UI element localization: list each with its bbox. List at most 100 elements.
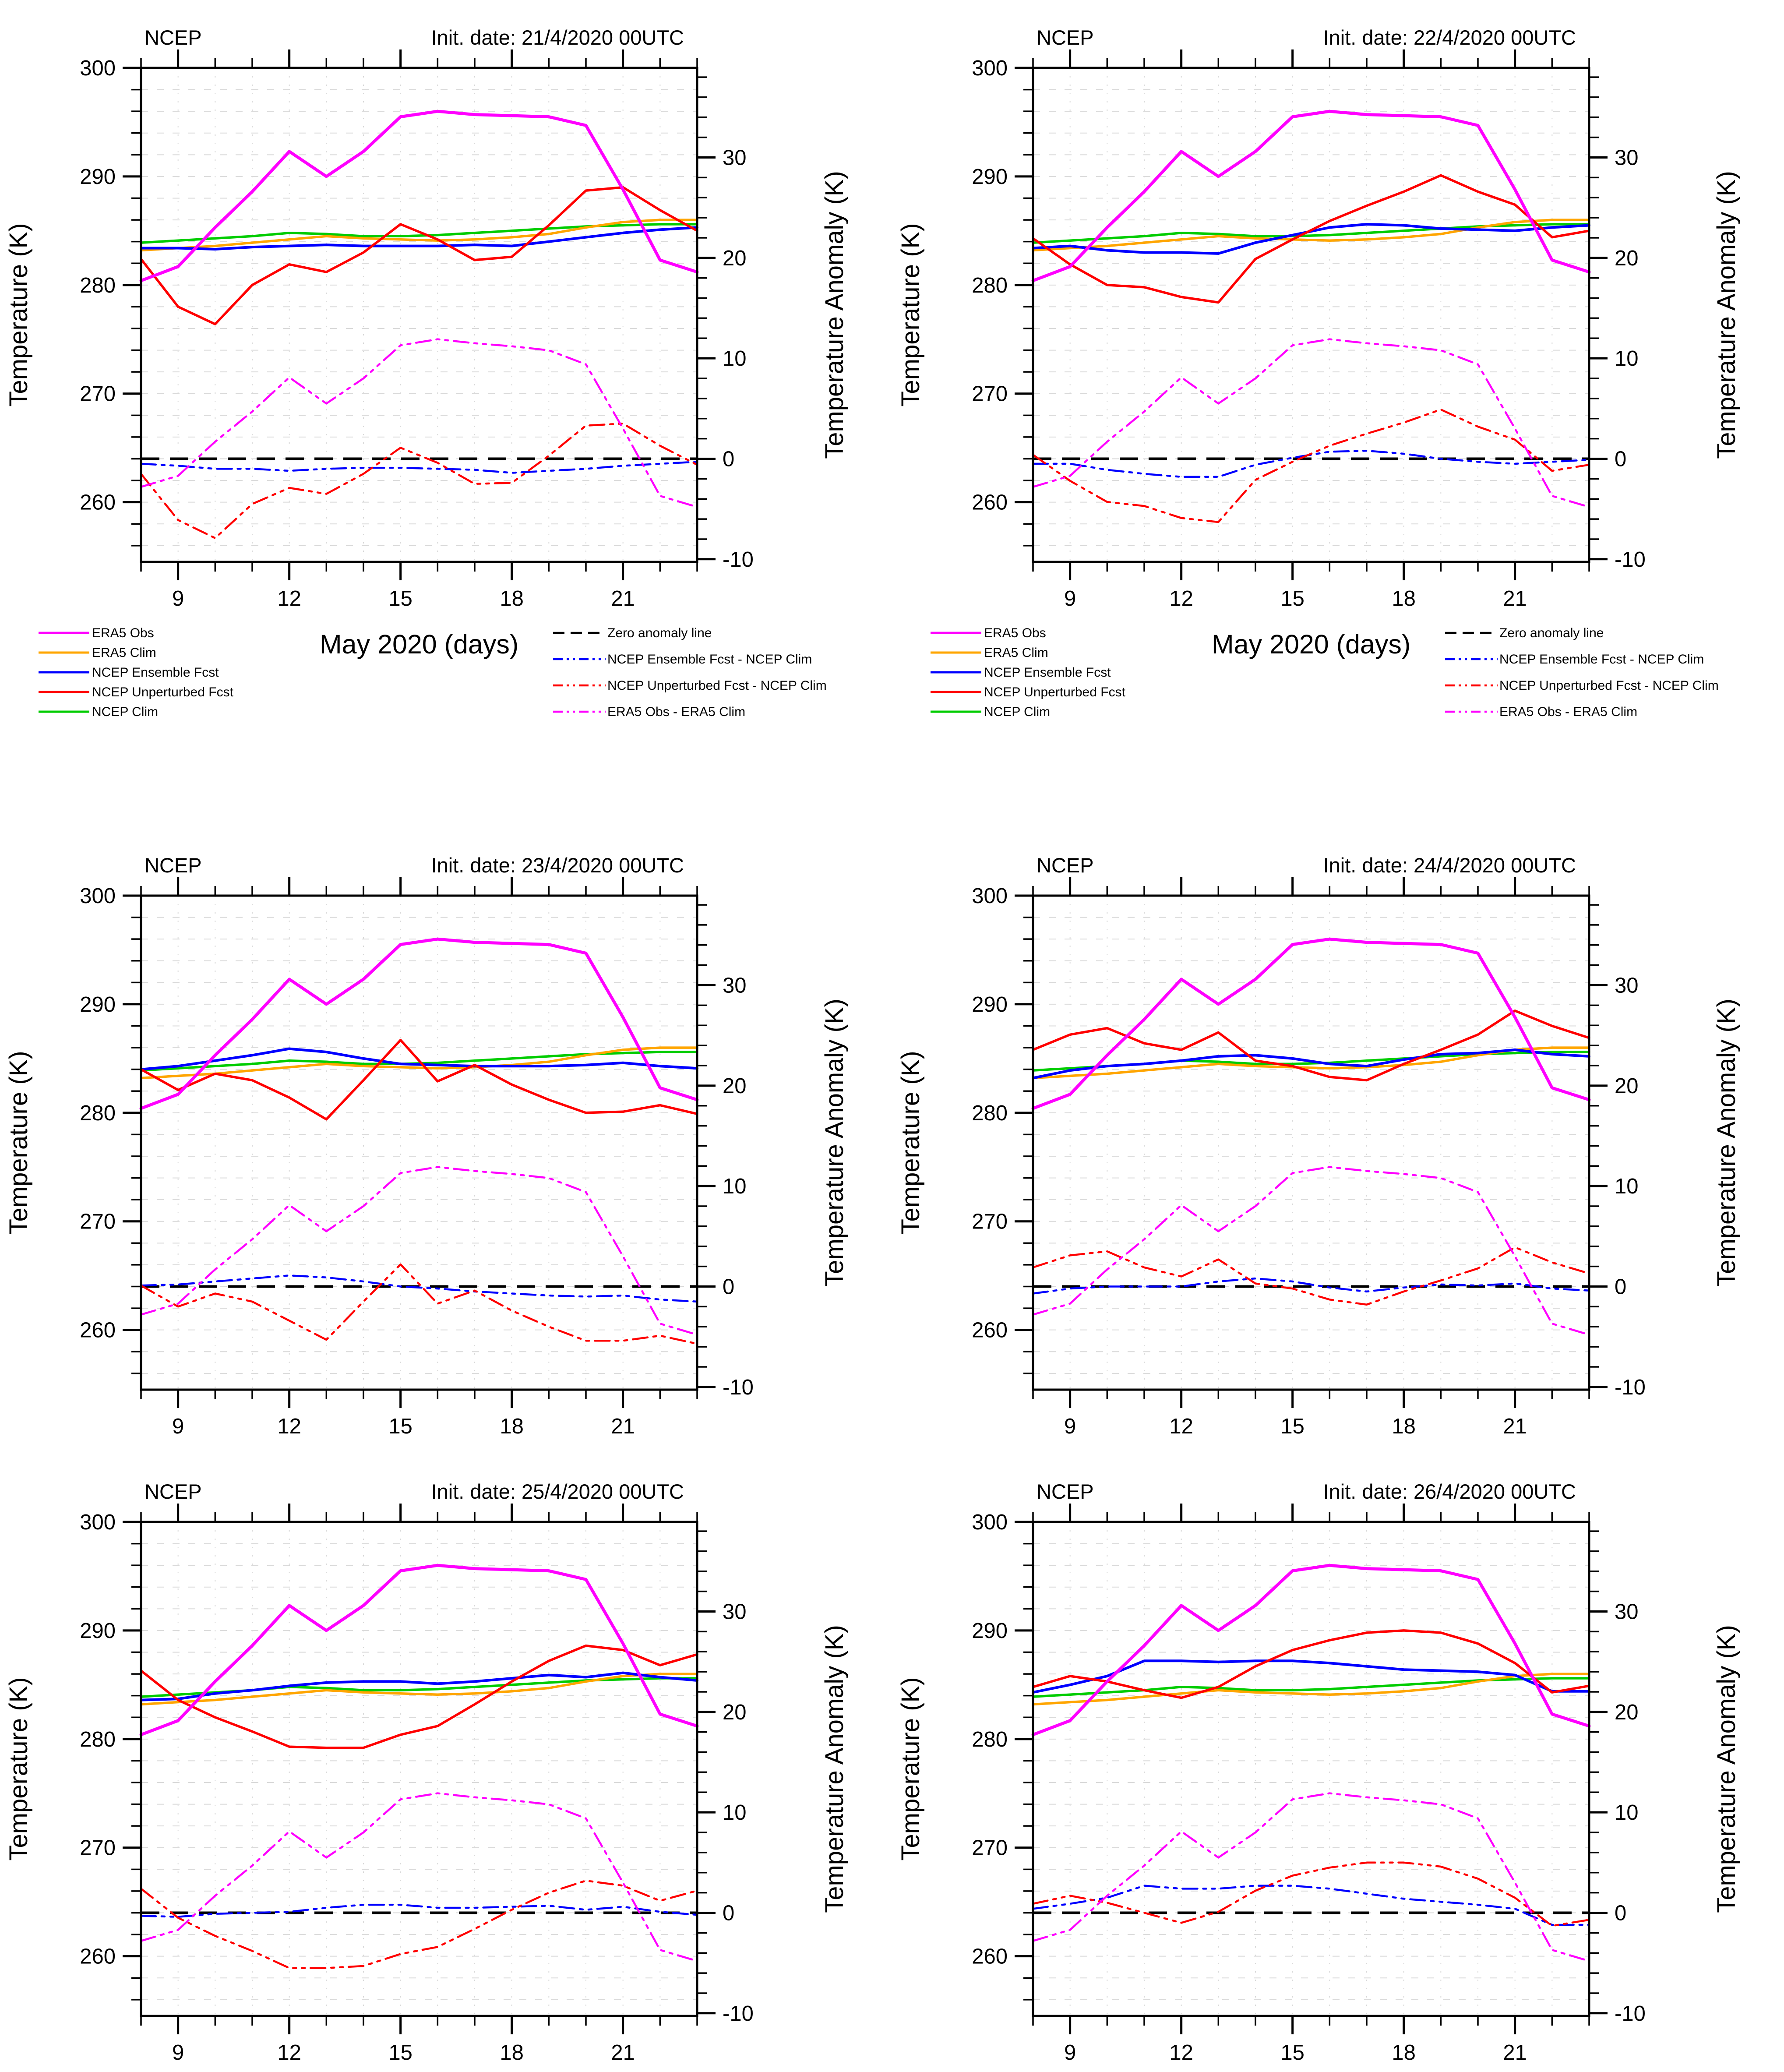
- series-ncep-ensemble-anomaly: [140, 1903, 698, 1918]
- left-tick-label: 270: [972, 1210, 1008, 1234]
- x-tick-label: 15: [388, 587, 413, 611]
- series-era5-obs-anomaly: [140, 338, 698, 508]
- left-tick-label: 300: [80, 884, 116, 908]
- series-era5-obs: [139, 937, 699, 1110]
- right-tick-label: 10: [723, 347, 747, 371]
- axis-ticks: [123, 877, 716, 1408]
- chart-panel-3: 260 270 280 290 300 -10 0 10 20 30 9 12 15 18 21 NCEP In…: [0, 828, 892, 1456]
- x-tick-label: 15: [388, 2041, 413, 2065]
- left-tick-label: 300: [972, 1511, 1008, 1534]
- legend-label: NCEP Ensemble Fcst - NCEP Clim: [1499, 652, 1704, 667]
- legend-label: NCEP Clim: [984, 705, 1050, 719]
- series-era5-obs-anomaly: [140, 1792, 698, 1962]
- right-tick-label: 30: [1615, 1600, 1639, 1624]
- left-axis-title: Temperature (K): [896, 1677, 925, 1860]
- x-tick-label: 12: [1169, 2041, 1193, 2065]
- left-tick-label: 300: [80, 1511, 116, 1534]
- series-ncep-ensemble-fcst: [140, 1671, 698, 1701]
- right-tick-label: -10: [1615, 2002, 1646, 2026]
- x-tick-label: 12: [1169, 1415, 1193, 1438]
- right-axis-title: Temperature Anomaly (K): [820, 171, 849, 459]
- gridlines: [1033, 68, 1589, 562]
- x-tick-label: 18: [500, 1415, 524, 1438]
- chart-panel-1: 260 270 280 290 300 -10 0 10 20 30 9 12 15 18 21 NCEP In…: [0, 0, 892, 830]
- right-tick-label: 20: [1615, 247, 1639, 270]
- right-axis-title: Temperature Anomaly (K): [820, 1625, 849, 1913]
- legend-label: Zero anomaly line: [607, 626, 712, 640]
- x-tick-label: 21: [1503, 2041, 1527, 2065]
- plot-box: [1032, 1521, 1590, 2017]
- plot-box: [140, 67, 698, 563]
- left-tick-label: 260: [972, 1945, 1008, 1969]
- right-tick-label: -10: [723, 1376, 754, 1399]
- panel-title-model: NCEP: [1037, 26, 1094, 49]
- panel-title-init-date: Init. date: 25/4/2020 00UTC: [431, 1480, 684, 1503]
- right-tick-label: 0: [1615, 1275, 1626, 1299]
- series-ncep-ensemble-anomaly: [140, 461, 698, 474]
- x-tick-label: 21: [611, 2041, 635, 2065]
- left-tick-label: 280: [972, 1728, 1008, 1751]
- legend-label: NCEP Unperturbed Fcst: [92, 685, 234, 699]
- series-ncep-unperturbed-fcst: [140, 1038, 698, 1121]
- left-tick-label: 260: [80, 1319, 116, 1342]
- right-tick-label: 30: [1615, 146, 1639, 170]
- gridlines: [141, 1522, 697, 2016]
- series-ncep-ensemble-fcst: [140, 226, 698, 251]
- left-axis-title: Temperature (K): [4, 1677, 33, 1860]
- series-ncep-ensemble-anomaly: [140, 1274, 698, 1303]
- axis-ticks: [1015, 877, 1608, 1408]
- left-tick-label: 290: [80, 993, 116, 1017]
- x-tick-label: 15: [388, 1415, 413, 1438]
- axis-ticks: [1015, 49, 1608, 580]
- x-axis-title: May 2020 (days): [1212, 629, 1410, 659]
- x-tick-label: 18: [500, 2041, 524, 2065]
- legend-label: NCEP Clim: [92, 705, 158, 719]
- x-tick-label: 9: [1064, 2041, 1076, 2065]
- x-tick-label: 12: [277, 2041, 301, 2065]
- series-era5-obs-anomaly: [1032, 1166, 1590, 1336]
- legend-label: ERA5 Obs - ERA5 Clim: [1499, 705, 1637, 719]
- series-era5-obs: [1031, 109, 1591, 282]
- chart-svg-6: 260 270 280 290 300 -10 0 10 20 30 9 12 15 18 21 NCEP In…: [896, 1480, 1741, 2065]
- gridlines: [1033, 1522, 1589, 2016]
- legend: ERA5 Obs ERA5 Clim NCEP Ensemble Fcst NCEP …: [39, 626, 827, 719]
- plot-box: [1032, 67, 1590, 563]
- series-era5-obs-anomaly: [1032, 1792, 1590, 1962]
- right-tick-label: 10: [723, 1175, 747, 1198]
- right-axis-title: Temperature Anomaly (K): [1712, 171, 1741, 459]
- series-ncep-unperturbed-anomaly: [140, 1879, 698, 1969]
- left-axis-title: Temperature (K): [896, 1051, 925, 1234]
- chart-panel-6: 260 270 280 290 300 -10 0 10 20 30 9 12 15 18 21 NCEP In…: [892, 1454, 1784, 2072]
- x-tick-label: 21: [1503, 1415, 1527, 1438]
- tick-labels: 260 270 280 290 300 -10 0 10 20 30 9 12 15 18 21: [972, 56, 1646, 611]
- right-axis-title: Temperature Anomaly (K): [820, 999, 849, 1287]
- left-tick-label: 280: [80, 1101, 116, 1125]
- panel-title-init-date: Init. date: 23/4/2020 00UTC: [431, 854, 684, 877]
- series-ncep-ensemble-fcst: [140, 1047, 698, 1071]
- series-ncep-unperturbed-fcst: [1032, 174, 1590, 304]
- x-tick-label: 21: [1503, 587, 1527, 611]
- left-tick-label: 270: [80, 382, 116, 406]
- x-tick-label: 18: [1392, 587, 1416, 611]
- legend: ERA5 Obs ERA5 Clim NCEP Ensemble Fcst NCEP …: [931, 626, 1719, 719]
- right-tick-label: 10: [723, 1801, 747, 1825]
- left-tick-label: 270: [972, 382, 1008, 406]
- legend-label: NCEP Unperturbed Fcst: [984, 685, 1126, 699]
- legend-label: NCEP Unperturbed Fcst - NCEP Clim: [607, 678, 827, 693]
- panel-title-init-date: Init. date: 21/4/2020 00UTC: [431, 26, 684, 49]
- series-ncep-unperturbed-fcst: [1032, 1629, 1590, 1699]
- chart-panel-5: 260 270 280 290 300 -10 0 10 20 30 9 12 15 18 21 NCEP In…: [0, 1454, 892, 2072]
- right-tick-label: -10: [723, 548, 754, 572]
- series-era5-clim: [1032, 1673, 1590, 1706]
- left-axis-title: Temperature (K): [4, 1051, 33, 1234]
- series-era5-obs: [139, 1564, 699, 1737]
- left-tick-label: 280: [80, 274, 116, 297]
- chart-panel-2: 260 270 280 290 300 -10 0 10 20 30 9 12 15 18 21 NCEP In…: [892, 0, 1784, 830]
- left-tick-label: 280: [972, 1101, 1008, 1125]
- tick-labels: 260 270 280 290 300 -10 0 10 20 30 9 12 15 18 21: [972, 884, 1646, 1438]
- left-tick-label: 290: [972, 993, 1008, 1017]
- tick-labels: 260 270 280 290 300 -10 0 10 20 30 9 12 15 18 21: [80, 1511, 754, 2065]
- right-tick-label: 20: [723, 1701, 747, 1724]
- left-tick-label: 260: [972, 491, 1008, 515]
